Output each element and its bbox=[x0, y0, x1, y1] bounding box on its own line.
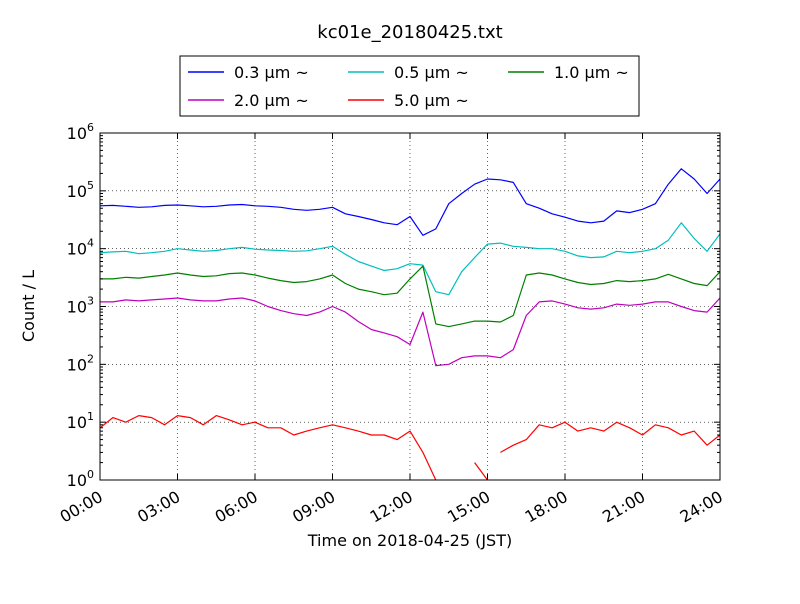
legend-label: 5.0 μm ~ bbox=[394, 91, 469, 110]
x-tick-label: 24:00 bbox=[677, 487, 726, 527]
x-tick-label: 21:00 bbox=[599, 487, 648, 527]
legend-label: 1.0 μm ~ bbox=[554, 63, 629, 82]
x-tick-label: 03:00 bbox=[134, 487, 183, 527]
x-tick-label: 15:00 bbox=[444, 487, 493, 527]
legend-box bbox=[179, 55, 640, 117]
y-axis-label: Count / L bbox=[19, 270, 38, 342]
legend-label: 2.0 μm ~ bbox=[234, 91, 309, 110]
x-axis: 00:00 03:00 06:00 09:00 12:00 15:00 18:00 21:00… bbox=[57, 133, 726, 527]
y-tick-label: 105 bbox=[67, 179, 94, 201]
y-axis: 100 101 102 103 104 105 106 bbox=[67, 121, 720, 490]
legend-label: 0.3 μm ~ bbox=[234, 63, 309, 82]
grid bbox=[100, 133, 720, 480]
x-tick-label: 06:00 bbox=[212, 487, 261, 527]
x-tick-label: 18:00 bbox=[522, 487, 571, 527]
y-tick-label: 104 bbox=[67, 237, 94, 259]
series-line-1 bbox=[99, 222, 721, 296]
legend: 0.3 μm ~ 0.5 μm ~ 1.0 μm ~ 2.0 μm ~ 5.0 μm ~ bbox=[179, 55, 640, 117]
x-tick-label: 12:00 bbox=[367, 487, 416, 527]
chart-title: kc01e_20180425.txt bbox=[317, 22, 502, 43]
y-tick-label: 106 bbox=[67, 121, 94, 143]
series-line-2 bbox=[100, 265, 721, 328]
y-tick-label: 103 bbox=[67, 295, 94, 317]
y-tick-label: 100 bbox=[67, 468, 94, 490]
series-line-3 bbox=[100, 297, 721, 367]
legend-label: 0.5 μm ~ bbox=[394, 63, 469, 82]
y-tick-label: 102 bbox=[67, 352, 94, 374]
series-group bbox=[99, 168, 721, 481]
x-tick-label: 00:00 bbox=[57, 487, 106, 527]
x-axis-label: Time on 2018-04-25 (JST) bbox=[307, 531, 512, 550]
series-line-0 bbox=[99, 168, 721, 236]
series-line-4 bbox=[99, 415, 721, 481]
x-tick-label: 09:00 bbox=[289, 487, 338, 527]
y-tick-label: 101 bbox=[67, 410, 94, 432]
